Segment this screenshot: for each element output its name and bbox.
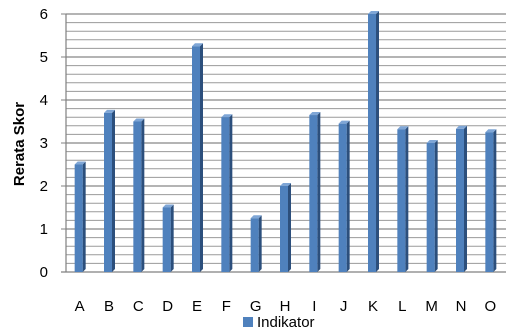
bar-side — [317, 112, 321, 272]
bar-group — [162, 204, 174, 272]
bar — [338, 123, 347, 273]
y-tick-labels: 0 1 2 3 4 5 6 — [40, 6, 48, 281]
x-tick-label: B — [104, 298, 114, 315]
bar-side — [288, 183, 291, 272]
bar-side — [434, 140, 438, 272]
bar-side — [405, 126, 409, 273]
bar-side — [464, 125, 467, 272]
bar-top — [104, 109, 115, 113]
bar-top — [485, 129, 497, 133]
bar-top — [368, 11, 379, 14]
y-tick-label: 4 — [40, 92, 48, 109]
bar — [456, 128, 464, 272]
bar — [309, 115, 318, 272]
bar — [74, 164, 83, 272]
x-tick-label: O — [484, 298, 496, 315]
bar-side — [258, 215, 262, 272]
bar-group — [397, 126, 409, 273]
bar — [133, 121, 142, 272]
bar-group — [309, 112, 321, 272]
bar-group — [456, 125, 467, 272]
bar-group — [133, 118, 145, 272]
bar — [250, 218, 259, 272]
x-tick-label: I — [312, 298, 316, 315]
x-tick-label: D — [162, 298, 173, 315]
legend: Indikator — [243, 314, 315, 331]
y-tick-label: 2 — [40, 178, 48, 195]
bar-group — [280, 183, 291, 272]
bar — [162, 207, 171, 272]
x-tick-label: G — [250, 298, 262, 315]
bar-top — [338, 120, 350, 124]
bar-side — [346, 120, 350, 273]
y-axis-title: Rerata Skor — [11, 102, 28, 186]
y-tick-label: 1 — [40, 221, 48, 238]
bar-top — [397, 126, 409, 130]
bar-top — [426, 140, 438, 143]
bar-group — [485, 129, 497, 272]
bar-group — [250, 215, 262, 272]
bar-side — [493, 129, 497, 272]
bar — [485, 132, 494, 272]
x-tick-label: A — [75, 298, 85, 315]
bar-side — [200, 43, 203, 272]
bar — [104, 112, 112, 273]
bar-side — [376, 11, 379, 272]
bars — [74, 11, 497, 273]
bar-group — [74, 161, 86, 272]
legend-label: Indikator — [257, 314, 315, 331]
bar-group — [426, 140, 438, 272]
y-tick-label: 6 — [40, 6, 48, 23]
x-tick-label: F — [222, 298, 231, 315]
bar-group — [221, 114, 233, 272]
y-tick-label: 3 — [40, 135, 48, 152]
bar-side — [170, 204, 174, 272]
bar-side — [229, 114, 233, 272]
x-tick-label: E — [192, 298, 202, 315]
y-tick-label: 5 — [40, 49, 48, 66]
x-tick-label: C — [133, 298, 144, 315]
bar-top — [221, 114, 233, 118]
bar-group — [104, 109, 115, 273]
bar — [221, 117, 230, 272]
x-tick-label: H — [280, 298, 291, 315]
bar-top — [133, 118, 145, 122]
bar — [368, 14, 376, 272]
bar-top — [456, 125, 467, 129]
legend-swatch — [243, 317, 253, 327]
x-tick-label: N — [456, 298, 467, 315]
x-tick-label: J — [340, 298, 348, 315]
x-tick-label: K — [368, 298, 378, 315]
bar — [426, 143, 435, 272]
bar — [397, 129, 406, 272]
bar-group — [368, 11, 379, 272]
bar — [192, 46, 200, 272]
bar-group — [338, 120, 350, 273]
x-tick-label: M — [425, 298, 438, 315]
x-tick-label: L — [398, 298, 406, 315]
y-tick-label: 0 — [40, 264, 48, 281]
bar-side — [82, 161, 86, 272]
bar-top — [192, 43, 203, 47]
bar-top — [162, 204, 174, 208]
bar-side — [112, 109, 115, 273]
bar-top — [280, 183, 291, 186]
bar-top — [250, 215, 262, 219]
bar-top — [309, 112, 321, 116]
bar-side — [141, 118, 145, 272]
bar-top — [74, 161, 86, 165]
bar-group — [192, 43, 203, 272]
bar — [280, 186, 288, 272]
